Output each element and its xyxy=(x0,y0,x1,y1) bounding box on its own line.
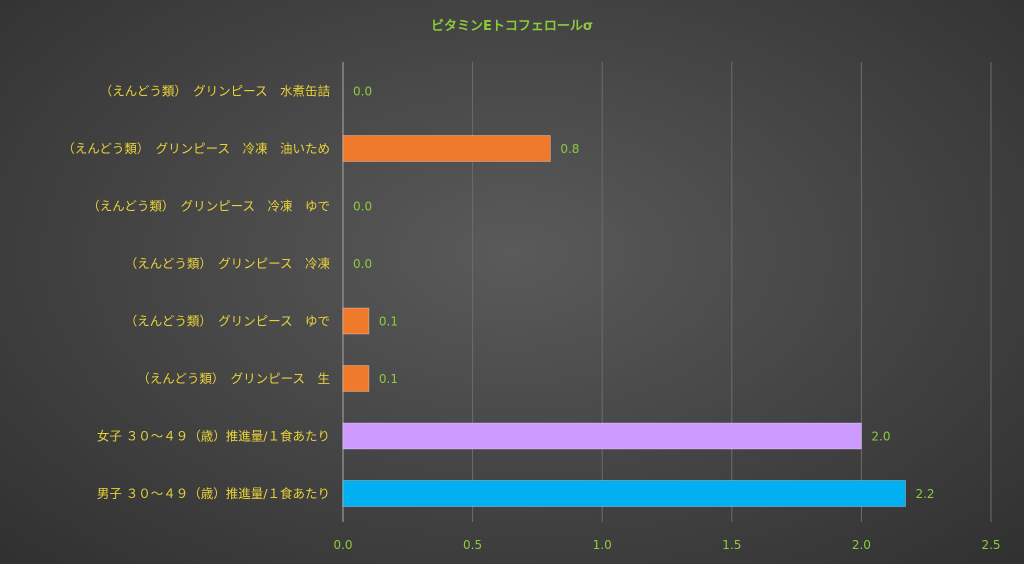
bar xyxy=(342,307,370,335)
category-label: （えんどう類） グリンピース 冷凍 xyxy=(125,256,331,271)
data-label: 0.0 xyxy=(353,257,372,271)
x-tick-label: 1.5 xyxy=(722,538,741,552)
label-layer: 0.0 0.5 1.0 1.5 2.0 2.5 （えんどう類） グリンピース 水煮缶詰 0.0… xyxy=(62,84,1000,553)
data-label: 0.1 xyxy=(379,315,398,329)
data-label: 2.2 xyxy=(915,487,934,501)
x-tick-label: 2.5 xyxy=(981,538,1000,552)
category-label: （えんどう類） グリンピース 水煮缶詰 xyxy=(100,84,330,99)
chart-title: ビタミンEトコフェロールσ xyxy=(431,18,593,34)
category-label: （えんどう類） グリンピース 生 xyxy=(137,371,330,386)
data-label: 0.0 xyxy=(353,200,372,214)
data-label: 0.8 xyxy=(560,142,579,156)
x-tick-label: 0.0 xyxy=(333,538,352,552)
data-label: 2.0 xyxy=(871,430,890,444)
category-label: （えんどう類） グリンピース 冷凍 油いため xyxy=(62,141,330,156)
bar xyxy=(342,365,370,392)
bar xyxy=(342,135,551,162)
category-label: 女子 ３０～４９（歳）推進量/１食あたり xyxy=(97,429,330,444)
bar xyxy=(342,422,862,450)
bar-layer xyxy=(342,135,906,507)
x-tick-label: 2.0 xyxy=(852,538,871,552)
data-label: 0.1 xyxy=(379,372,398,386)
category-label: （えんどう類） グリンピース 冷凍 ゆで xyxy=(87,199,330,214)
grid-layer xyxy=(342,62,992,522)
category-label: （えんどう類） グリンピース ゆで xyxy=(125,314,330,329)
x-tick-label: 0.5 xyxy=(463,538,482,552)
bar xyxy=(342,480,906,507)
data-label: 0.0 xyxy=(353,85,372,99)
x-tick-label: 1.0 xyxy=(593,538,612,552)
category-label: 男子 ３０～４９（歳）推進量/１食あたり xyxy=(97,486,330,501)
